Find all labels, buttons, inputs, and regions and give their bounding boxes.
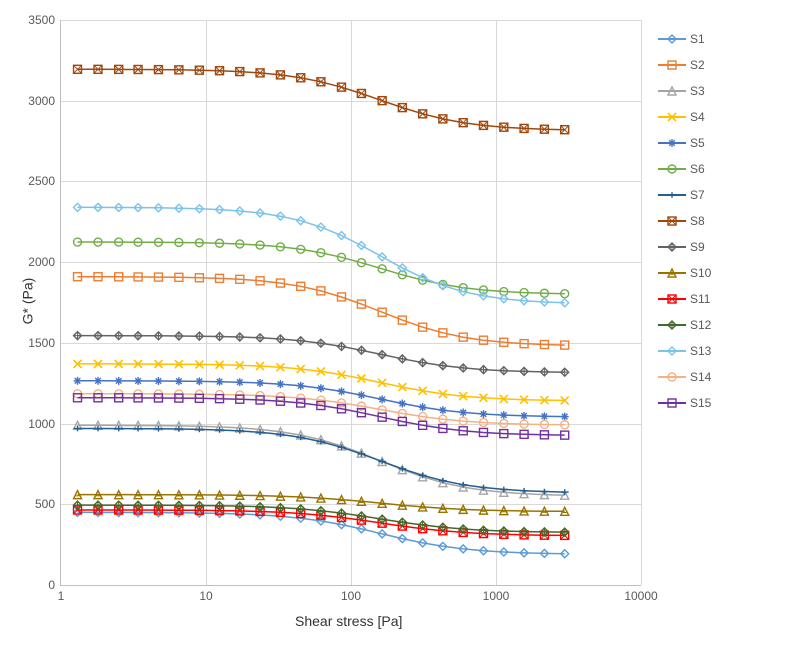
grid-line [206, 20, 207, 585]
legend-label: S14 [690, 370, 711, 384]
legend-item-s7: S7 [658, 186, 711, 204]
legend-item-s13: S13 [658, 342, 711, 360]
legend-label: S1 [690, 32, 705, 46]
legend-label: S12 [690, 318, 711, 332]
legend-label: S2 [690, 58, 705, 72]
legend-item-s12: S12 [658, 316, 711, 334]
x-axis-title: Shear stress [Pa] [295, 613, 402, 629]
legend-label: S4 [690, 110, 705, 124]
y-tick-label: 3500 [28, 13, 61, 27]
legend-swatch [658, 90, 686, 92]
legend-label: S7 [690, 188, 705, 202]
legend-swatch [658, 324, 686, 326]
x-tick-label: 1 [58, 585, 65, 603]
legend-label: S13 [690, 344, 711, 358]
legend-item-s2: S2 [658, 56, 711, 74]
legend-swatch [658, 298, 686, 300]
legend-swatch [658, 64, 686, 66]
legend-item-s9: S9 [658, 238, 711, 256]
grid-line [351, 20, 352, 585]
y-axis-title: G* (Pa) [19, 277, 35, 324]
legend-label: S3 [690, 84, 705, 98]
x-tick-label: 100 [341, 585, 361, 603]
legend-swatch [658, 116, 686, 118]
legend-swatch [658, 272, 686, 274]
legend-label: S9 [690, 240, 705, 254]
grid-line [641, 20, 642, 585]
y-tick-label: 2500 [28, 174, 61, 188]
grid-line [496, 20, 497, 585]
legend-item-s8: S8 [658, 212, 711, 230]
y-tick-label: 1000 [28, 417, 61, 431]
legend-swatch [658, 220, 686, 222]
legend-item-s1: S1 [658, 30, 711, 48]
plot-area: 0500100015002000250030003500110100100010… [60, 20, 641, 586]
legend: S1 S2 S3 S4 S5 S6 S7 S8 S9 S10 S11 S12 S13 S14 S15 [658, 30, 711, 412]
y-tick-label: 2000 [28, 255, 61, 269]
legend-item-s4: S4 [658, 108, 711, 126]
legend-swatch [658, 142, 686, 144]
legend-item-s11: S11 [658, 290, 711, 308]
y-tick-label: 3000 [28, 94, 61, 108]
x-tick-label: 1000 [483, 585, 510, 603]
legend-item-s10: S10 [658, 264, 711, 282]
legend-item-s15: S15 [658, 394, 711, 412]
y-tick-label: 500 [35, 497, 61, 511]
chart-container: 0500100015002000250030003500110100100010… [0, 0, 787, 662]
legend-swatch [658, 194, 686, 196]
legend-swatch [658, 402, 686, 404]
legend-swatch [658, 246, 686, 248]
legend-swatch [658, 168, 686, 170]
legend-swatch [658, 38, 686, 40]
legend-swatch [658, 350, 686, 352]
legend-label: S10 [690, 266, 711, 280]
legend-label: S5 [690, 136, 705, 150]
x-tick-label: 10000 [624, 585, 657, 603]
y-tick-label: 1500 [28, 336, 61, 350]
legend-item-s5: S5 [658, 134, 711, 152]
legend-item-s6: S6 [658, 160, 711, 178]
legend-swatch [658, 376, 686, 378]
legend-item-s3: S3 [658, 82, 711, 100]
legend-label: S6 [690, 162, 705, 176]
legend-item-s14: S14 [658, 368, 711, 386]
legend-label: S8 [690, 214, 705, 228]
x-tick-label: 10 [199, 585, 212, 603]
legend-label: S11 [690, 292, 710, 306]
legend-label: S15 [690, 396, 711, 410]
